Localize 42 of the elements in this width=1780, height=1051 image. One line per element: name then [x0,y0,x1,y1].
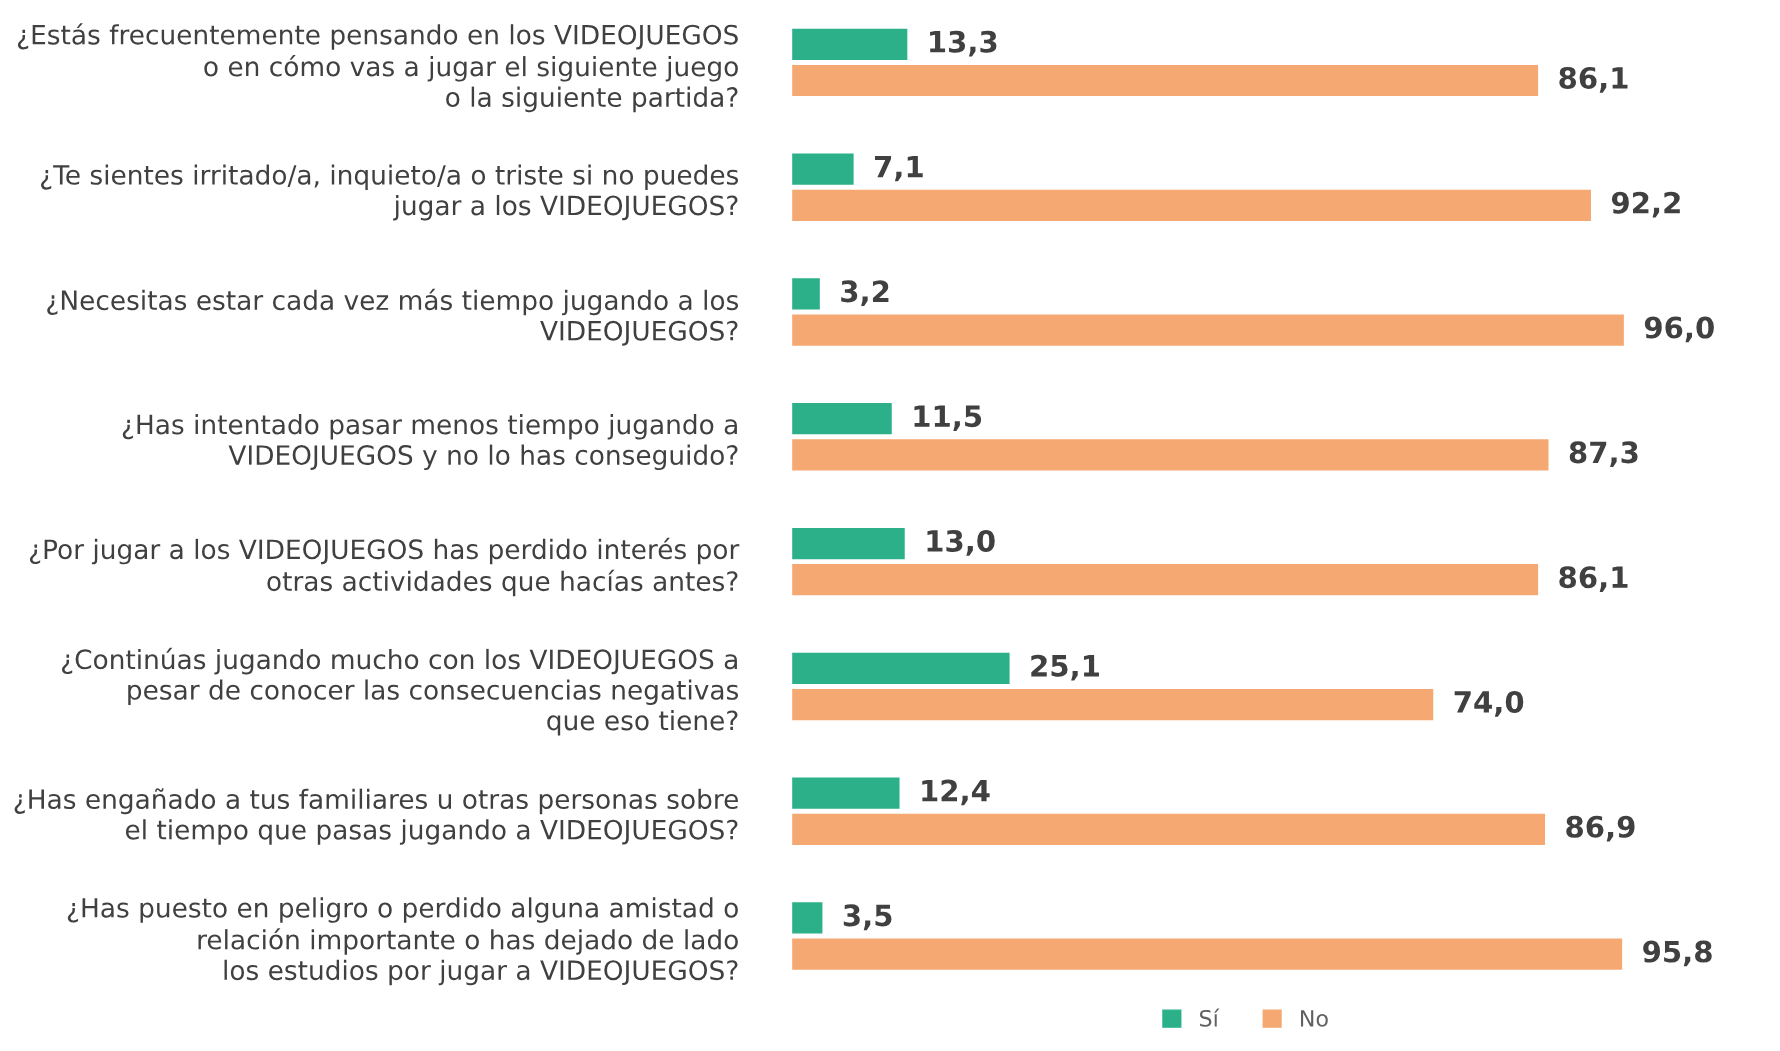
data-label: 86,9 [1566,815,1635,842]
bar [792,403,892,435]
data-label: 74,0 [1454,690,1524,717]
y-tick-label: ¿Necesitas estar cada vez más tiempo jugando a los VIDEOJUEGOS? [47,288,739,346]
legend-label: Sí [1199,1008,1220,1027]
data-label: 92,2 [1611,191,1680,218]
data-label: 25,1 [1031,654,1099,681]
data-label: 11,5 [914,405,982,431]
bar [792,314,1624,346]
bar [792,278,820,310]
bar [792,439,1549,471]
data-label: 13,0 [927,529,995,556]
y-tick-label: ¿Te sientes irritado/a, inquieto/a o triste si no puedes jugar a los VIDEOJUEGOS? [41,164,739,221]
bar [792,189,1591,221]
y-tick-label: ¿Has engañado a tus familiares u otras personas sobre el tiempo que pasas jugando a VIDEOJUEGOS? [14,788,738,845]
y-tick-label: ¿Estás frecuentemente pensando en los VIDEOJUEGOS o en cómo vas a jugar el siguiente juego o la siguiente partida? [17,23,738,113]
bar [792,564,1539,596]
data-label: 3,5 [843,904,892,931]
bar [792,813,1546,845]
bar [792,902,823,934]
data-label: 7,1 [875,155,923,182]
y-tick-label: ¿Continúas jugando mucho con los VIDEOJUEGOS a pesar de conocer las consecuencias negativas que eso tiene? [61,647,739,736]
y-tick-label: ¿Has intentado pasar menos tiempo jugando a VIDEOJUEGOS y no lo has conseguido? [122,414,738,471]
data-label: 12,4 [922,779,990,806]
data-label: 3,2 [841,280,889,307]
bar [792,153,854,185]
bar [792,938,1623,970]
data-label: 86,1 [1559,66,1628,93]
data-label: 87,3 [1569,441,1638,468]
y-tick-label: ¿Por jugar a los VIDEOJUEGOS has perdido interés por otras actividades que hacías antes? [29,537,740,597]
y-tick-label: ¿Has puesto en peligro o perdido alguna amistad o relación importante o has dejado de lado los estudios por jugar a VIDEOJUEGOS? [67,897,738,986]
data-label: 95,8 [1643,940,1712,967]
bar [792,777,900,809]
data-label: 96,0 [1644,316,1714,343]
data-label: 86,1 [1559,566,1628,592]
bar [792,28,908,60]
bar [792,527,905,560]
bar [792,652,1010,684]
legend-label: No [1300,1010,1328,1027]
data-label: 13,3 [930,30,997,57]
bar [792,64,1539,97]
bar [792,688,1434,721]
